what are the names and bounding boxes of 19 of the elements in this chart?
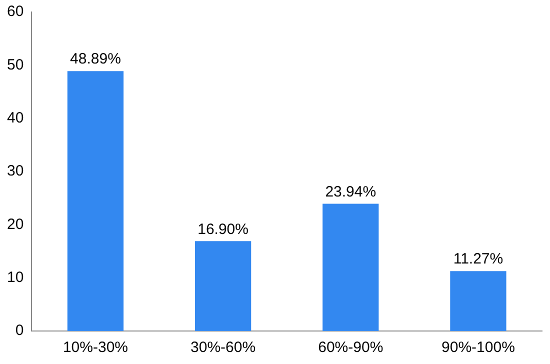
y-tick-label: 0 (15, 322, 24, 340)
bar (450, 271, 506, 331)
y-tick-label: 60 (6, 3, 24, 20)
data-label: 23.94% (325, 183, 376, 200)
data-label: 16.90% (198, 220, 248, 238)
y-tick-label: 50 (6, 56, 24, 74)
data-label: 11.27% (453, 250, 504, 268)
bar (194, 241, 252, 331)
x-tick-label: 10%-30% (62, 339, 128, 356)
bar (67, 71, 124, 331)
data-label: 48.89% (70, 50, 121, 68)
bar (322, 204, 379, 331)
x-tick-label: 90%-100% (442, 339, 515, 356)
y-tick-label: 20 (6, 216, 24, 233)
x-tick-label: 30%-60% (190, 339, 256, 356)
y-tick-label: 30 (6, 162, 24, 180)
x-tick-label: 60%-90% (318, 339, 384, 356)
y-tick-label: 10 (6, 268, 24, 286)
y-tick-label: 40 (6, 109, 24, 126)
